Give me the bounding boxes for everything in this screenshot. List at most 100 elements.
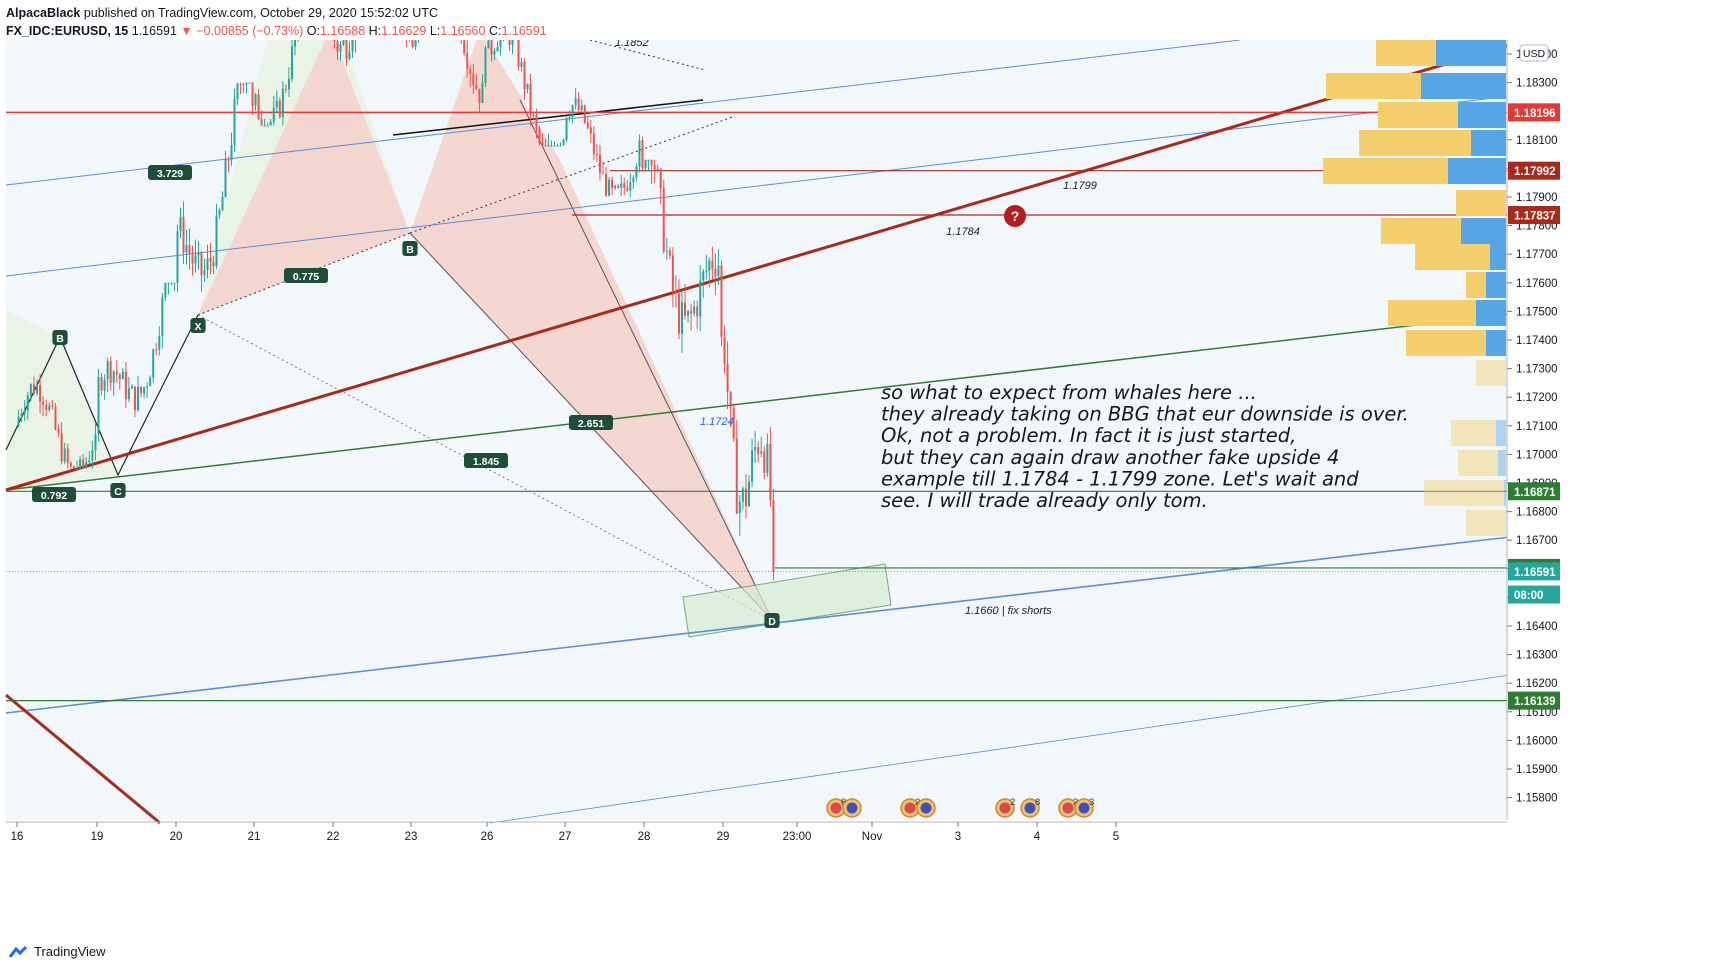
candle-body (32, 384, 35, 394)
price-badge-bg (1508, 691, 1560, 710)
label-1852: 1.1852 (615, 40, 649, 49)
label-1724: 1.1724 (700, 416, 734, 428)
ratio-0775-bg (284, 268, 328, 283)
candle-body (608, 179, 611, 196)
candle-body (696, 306, 699, 317)
x-tick-label: 4 (1034, 831, 1041, 843)
candle-body (635, 166, 638, 178)
candle-body (511, 33, 514, 45)
ohlc-o-label: O: (306, 24, 320, 38)
candle-body (339, 44, 342, 52)
vp-bar-blue (1486, 330, 1506, 356)
y-tick-label: 1.18100 (1516, 135, 1558, 147)
candle-body (91, 450, 94, 461)
candle-body (124, 371, 127, 400)
candle-body (614, 185, 617, 188)
price-badge: 1.18196 (1508, 103, 1560, 122)
footer-brand[interactable]: TradingView (34, 944, 106, 959)
lower-channel-line (5, 536, 1511, 714)
candle-body (617, 185, 620, 188)
candle-body (284, 88, 287, 90)
candle-body (45, 404, 48, 410)
candle-body (668, 250, 671, 256)
ohlc-c-label: C: (488, 24, 502, 38)
candle-body (121, 371, 124, 380)
vp-bar-blue (1486, 272, 1506, 298)
chart-svg[interactable]: 3.729 0.792 0.775 2.651 1.845 B C X B D 1.1799 1.17… (0, 0, 1716, 940)
candle-body (598, 154, 601, 173)
ratio-1845: 1.845 (464, 453, 508, 468)
symbol-name[interactable]: FX_IDC:EURUSD, 15 (6, 24, 129, 38)
candle-body (680, 302, 683, 334)
y-tick-label: 1.17300 (1516, 364, 1558, 376)
point-b-bg (402, 241, 418, 256)
candle-body (191, 254, 194, 264)
candle-body (741, 488, 744, 502)
candle-body (224, 159, 227, 197)
author-name[interactable]: AlpacaBlack (6, 6, 81, 20)
ratio-1845-text: 1.845 (473, 456, 499, 468)
candle-body (182, 216, 185, 253)
candle-body (239, 84, 242, 86)
candle-body (88, 460, 91, 463)
candle-body (544, 145, 547, 147)
price-badge: 1.16591 (1508, 562, 1560, 581)
vp-bar-blue (1504, 480, 1506, 506)
candle-body (662, 187, 665, 252)
time-axis[interactable]: 16 19 20 21 22 23 26 27 28 29 23:00 Nov 3 4 5 (6, 40, 1652, 940)
x-tick-label: 21 (248, 831, 261, 843)
candle-body (97, 377, 100, 435)
target-zone-box (682, 563, 892, 638)
vp-bar-blue (1436, 40, 1506, 66)
x-tick-label: 20 (170, 831, 183, 843)
pattern-bcd-fill (410, 30, 772, 620)
candle-body (547, 145, 550, 147)
ohlc-l-label: L: (429, 24, 441, 38)
green-trend-line (5, 313, 1511, 491)
candle-body (665, 250, 668, 252)
black-resistance-line (392, 99, 704, 136)
candle-body (26, 395, 29, 411)
vp-bar-blue (1461, 218, 1506, 244)
y-tick-label: 1.16000 (1516, 735, 1558, 747)
price-axis[interactable]: 1.184001.183001.181001.180001.179001.178… (1506, 40, 1716, 820)
chart-header: AlpacaBlack published on TradingView.com… (6, 4, 547, 40)
candle-body (336, 41, 339, 52)
price-badge-bg (1508, 206, 1560, 225)
ratio-0792-bg (32, 487, 76, 502)
candle-body (659, 169, 662, 188)
x-tick-label: 23:00 (783, 831, 812, 843)
down-arrow-icon: ▼ (180, 24, 193, 38)
candle-body (744, 488, 747, 506)
candle-body (257, 94, 260, 120)
candle-body (541, 143, 544, 146)
candle-body (152, 349, 155, 378)
point-d-bg (764, 613, 780, 628)
candle-body (66, 448, 69, 463)
candle-body (158, 336, 161, 350)
candle-body (221, 196, 224, 211)
candle-body (103, 379, 106, 391)
ohlc-low: 1.16560 (440, 24, 486, 38)
candle-body (115, 371, 118, 375)
tradingview-logo-icon (8, 945, 28, 958)
event-count: 8 (1035, 797, 1040, 808)
candle-body (185, 245, 188, 253)
annotation-line: Ok, not a problem. In fact it is just st… (881, 424, 1296, 447)
point-b-text: B (406, 244, 414, 256)
price-badge-text: 1.18196 (1514, 108, 1556, 120)
ratio-1845-bg (464, 453, 508, 468)
candle-body (236, 84, 239, 100)
candle-body (629, 182, 632, 191)
candle-body (109, 361, 112, 383)
candle-body (595, 154, 598, 156)
candle-body (248, 82, 251, 84)
point-d-text: D (768, 616, 776, 628)
candle-body (632, 177, 635, 183)
candle-body (472, 74, 475, 86)
candle-body (650, 159, 653, 166)
candle-body (671, 255, 674, 292)
point-b-left: B (52, 330, 68, 345)
